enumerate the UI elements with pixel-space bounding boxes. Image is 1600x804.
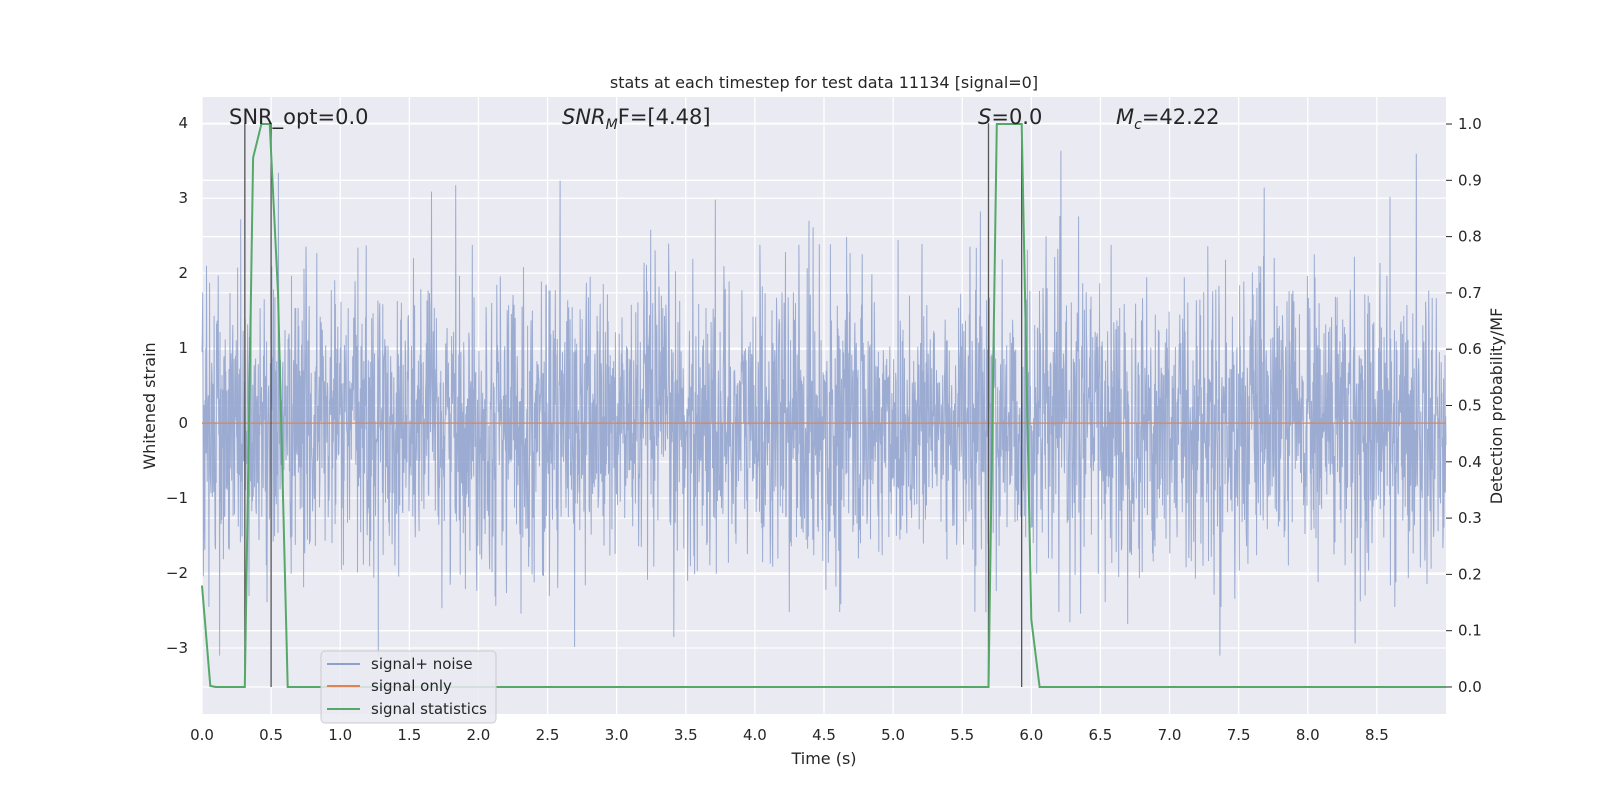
y2-tick-label: 0.5 xyxy=(1458,397,1482,415)
x-tick-label: 2.0 xyxy=(467,726,491,744)
y2-axis-label: Detection probability/MF xyxy=(1487,308,1506,505)
y2-tick-label: 0.8 xyxy=(1458,228,1482,246)
x-tick-label: 6.5 xyxy=(1089,726,1113,744)
y-tick-label: 3 xyxy=(178,189,188,207)
y2-tick-label: 1.0 xyxy=(1458,115,1482,133)
y2-tick-label: 0.1 xyxy=(1458,622,1482,640)
x-tick-label: 1.0 xyxy=(328,726,352,744)
annotation-mc: Mc=42.22 xyxy=(1116,105,1220,133)
y2-tick-label: 0.6 xyxy=(1458,340,1482,358)
x-tick-label: 5.5 xyxy=(950,726,974,744)
x-tick-label: 4.5 xyxy=(812,726,836,744)
x-tick-label: 3.5 xyxy=(674,726,698,744)
y-ticks: 4 3 2 1 0 −1 −2 −3 xyxy=(166,114,188,657)
x-tick-label: 0.5 xyxy=(259,726,283,744)
signal-noise-series xyxy=(201,150,1447,656)
mc-sub: c xyxy=(1134,117,1142,133)
y-tick-label: 1 xyxy=(178,339,188,357)
noise-trace xyxy=(201,150,1447,656)
legend: signal+ noise signal only signal statist… xyxy=(320,650,497,724)
x-axis-label: Time (s) xyxy=(790,749,856,768)
annotation-s: S=0.0 xyxy=(978,105,1042,129)
y-tick-label: 0 xyxy=(178,414,188,432)
y-tick-label: −3 xyxy=(166,639,188,657)
x-tick-label: 8.5 xyxy=(1365,726,1389,744)
x-tick-label: 7.5 xyxy=(1227,726,1251,744)
y2-tick-label: 0.9 xyxy=(1458,171,1482,189)
snr-mf-sub: M xyxy=(606,117,618,133)
s-main: S xyxy=(978,105,991,129)
x-tick-label: 7.0 xyxy=(1158,726,1182,744)
y2-tick-label: 0.3 xyxy=(1458,509,1482,527)
legend-label-statistics: signal statistics xyxy=(371,700,487,718)
x-ticks: 0.0 0.5 1.0 1.5 2.0 2.5 3.0 3.5 4.0 4.5 5.0 5.5 6.0 6… xyxy=(190,726,1389,744)
x-tick-label: 8.0 xyxy=(1296,726,1320,744)
y2-tick-label: 0.7 xyxy=(1458,284,1482,302)
y2-tick-label: 0.4 xyxy=(1458,453,1482,471)
x-tick-label: 6.0 xyxy=(1019,726,1043,744)
chart-title: stats at each timestep for test data 111… xyxy=(610,73,1038,92)
y2-tick-label: 0.2 xyxy=(1458,565,1482,583)
legend-label-signal-only: signal only xyxy=(371,677,452,695)
y2-ticks: 1.0 0.9 0.8 0.7 0.6 0.5 0.4 0.3 0.2 0.1 0.0 xyxy=(1446,115,1482,696)
y-tick-label: −1 xyxy=(166,489,188,507)
mc-rest: =42.22 xyxy=(1142,105,1220,129)
s-rest: =0.0 xyxy=(991,105,1042,129)
x-tick-label: 1.5 xyxy=(397,726,421,744)
x-tick-label: 2.5 xyxy=(536,726,560,744)
vertical-lines xyxy=(244,123,1023,687)
snr-mf-main: SNR xyxy=(562,105,606,129)
y2-tick-label: 0.0 xyxy=(1458,678,1482,696)
legend-box xyxy=(320,650,497,724)
y-tick-label: 4 xyxy=(178,114,188,132)
legend-label-noise: signal+ noise xyxy=(371,655,473,673)
x-tick-label: 4.0 xyxy=(743,726,767,744)
y-tick-label: −2 xyxy=(166,564,188,582)
y-axis-label: Whitened strain xyxy=(140,342,159,469)
mc-main: M xyxy=(1116,105,1134,129)
x-tick-label: 3.0 xyxy=(605,726,629,744)
snr-mf-rest: F=[4.48] xyxy=(618,105,711,129)
annotation-snr-opt: SNR_opt=0.0 xyxy=(229,105,369,130)
signal-statistics-series xyxy=(201,123,1446,688)
annotation-snr-mf: SNRMF=[4.48] xyxy=(562,105,711,133)
x-tick-label: 5.0 xyxy=(881,726,905,744)
x-tick-label: 0.0 xyxy=(190,726,214,744)
y-tick-label: 2 xyxy=(178,264,188,282)
